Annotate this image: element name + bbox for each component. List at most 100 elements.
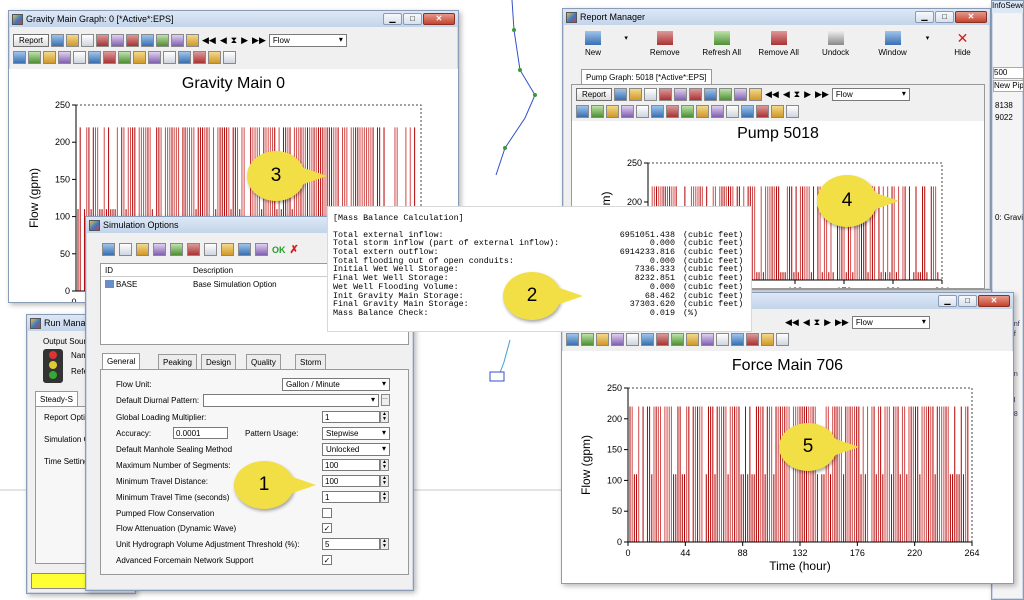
window-button[interactable]: Window xyxy=(865,31,920,57)
area-chart-icon[interactable] xyxy=(591,105,604,118)
uh-threshold-input[interactable]: 5 xyxy=(322,538,380,550)
prev-icon[interactable]: ◀ xyxy=(782,89,790,99)
abc-icon[interactable] xyxy=(636,105,649,118)
report-button[interactable]: Report xyxy=(13,34,50,47)
zoom-icon[interactable] xyxy=(786,105,799,118)
loading-multiplier-spin[interactable]: ▲ ▼ xyxy=(380,411,389,423)
remove-all-button[interactable]: Remove All xyxy=(751,31,806,57)
table-icon[interactable] xyxy=(58,51,71,64)
close-button[interactable]: ✕ xyxy=(978,295,1010,307)
pencil-icon[interactable] xyxy=(187,243,200,256)
options-icon[interactable] xyxy=(111,34,125,47)
browser-item-0[interactable]: 500 xyxy=(993,67,1023,79)
sealing-method-select[interactable]: Unlocked xyxy=(322,443,390,456)
close-button[interactable]: ✕ xyxy=(955,11,987,23)
pumped-flow-checkbox[interactable] xyxy=(322,508,332,518)
copy-icon[interactable] xyxy=(51,34,65,47)
tab-storm[interactable]: Storm xyxy=(295,354,327,369)
grid-icon[interactable] xyxy=(171,34,185,47)
zoom-box-icon[interactable] xyxy=(731,333,744,346)
abc-icon[interactable] xyxy=(73,51,86,64)
help-icon[interactable] xyxy=(771,105,784,118)
graph-icon[interactable] xyxy=(141,34,155,47)
table-icon[interactable] xyxy=(611,333,624,346)
browse-button[interactable]: … xyxy=(381,394,390,406)
print-icon[interactable] xyxy=(644,88,658,101)
print-icon[interactable] xyxy=(81,34,95,47)
stack-icon[interactable] xyxy=(716,333,729,346)
eraser-icon[interactable] xyxy=(221,243,234,256)
next-icon[interactable]: ▶ xyxy=(824,317,832,327)
line-chart-icon[interactable] xyxy=(43,51,56,64)
field-select[interactable]: Flow xyxy=(831,88,910,101)
3d-icon[interactable] xyxy=(193,51,206,64)
cancel-x-icon[interactable]: ✗ xyxy=(289,244,299,256)
browser-item-1[interactable]: New Pipe xyxy=(993,80,1023,92)
area-chart-icon[interactable] xyxy=(28,51,41,64)
axis-icon[interactable] xyxy=(711,105,724,118)
hourglass-icon[interactable]: ⧗ xyxy=(813,317,821,327)
hourglass-icon[interactable]: ⧗ xyxy=(230,35,238,45)
duplicate-icon[interactable] xyxy=(204,243,217,256)
points-icon[interactable] xyxy=(103,51,116,64)
next-icon[interactable]: ▶ xyxy=(804,89,812,99)
first-icon[interactable]: ◀◀ xyxy=(785,317,799,327)
marker-icon[interactable] xyxy=(686,333,699,346)
minimize-button[interactable]: ▁ xyxy=(383,13,402,25)
zoom-box-icon[interactable] xyxy=(741,105,754,118)
axis-icon[interactable] xyxy=(148,51,161,64)
min-travel-distance-spin[interactable]: ▲ ▼ xyxy=(380,475,389,487)
paste-icon[interactable] xyxy=(66,34,80,47)
max-segments-spin[interactable]: ▲ ▼ xyxy=(380,459,389,471)
pattern-usage-select[interactable]: Stepwise xyxy=(322,427,390,440)
3d-icon[interactable] xyxy=(746,333,759,346)
copy-icon[interactable] xyxy=(119,243,132,256)
new-dropdown[interactable]: ▾ xyxy=(624,35,628,42)
remove-button[interactable]: Remove xyxy=(637,31,692,57)
accuracy-input[interactable]: 0.0001 xyxy=(173,427,228,439)
maximize-button[interactable]: □ xyxy=(958,295,977,307)
marker-icon[interactable] xyxy=(133,51,146,64)
chart-icon[interactable] xyxy=(689,88,703,101)
last-icon[interactable]: ▶▶ xyxy=(252,35,266,45)
maximize-button[interactable]: □ xyxy=(935,11,954,23)
refresh-all-button[interactable]: Refresh All xyxy=(694,31,749,57)
zoom-icon[interactable] xyxy=(223,51,236,64)
help-icon[interactable] xyxy=(761,333,774,346)
report-button[interactable]: Report xyxy=(576,88,613,101)
minimize-button[interactable]: ▁ xyxy=(915,11,934,23)
area-chart-icon[interactable] xyxy=(581,333,594,346)
axis-icon[interactable] xyxy=(701,333,714,346)
prev-icon[interactable]: ◀ xyxy=(802,317,810,327)
min-travel-time-input[interactable]: 1 xyxy=(322,491,380,503)
paste-icon[interactable] xyxy=(629,88,643,101)
copy-icon[interactable] xyxy=(614,88,628,101)
stack-icon[interactable] xyxy=(726,105,739,118)
trend-icon[interactable] xyxy=(681,105,694,118)
legend-icon[interactable] xyxy=(749,88,763,101)
line-chart-icon[interactable] xyxy=(606,105,619,118)
grid-icon[interactable] xyxy=(734,88,748,101)
trend-icon[interactable] xyxy=(118,51,131,64)
tab-general[interactable]: General xyxy=(102,353,141,369)
first-icon[interactable]: ◀◀ xyxy=(765,89,779,99)
maximize-button[interactable]: □ xyxy=(403,13,422,25)
grid-lines-icon[interactable] xyxy=(651,105,664,118)
field-select[interactable]: Flow xyxy=(268,34,347,47)
bar-chart-icon[interactable] xyxy=(13,51,26,64)
bar-chart-icon[interactable] xyxy=(566,333,579,346)
tab-steady-state[interactable]: Steady-S xyxy=(35,391,78,406)
line-chart-icon[interactable] xyxy=(596,333,609,346)
last-icon[interactable]: ▶▶ xyxy=(815,89,829,99)
next-icon[interactable]: ▶ xyxy=(241,35,249,45)
points-icon[interactable] xyxy=(666,105,679,118)
last-icon[interactable]: ▶▶ xyxy=(835,317,849,327)
3d-icon[interactable] xyxy=(756,105,769,118)
bar-chart-icon[interactable] xyxy=(576,105,589,118)
scale-icon[interactable] xyxy=(719,88,733,101)
tab-quality[interactable]: Quality xyxy=(246,354,281,369)
grid-lines-icon[interactable] xyxy=(88,51,101,64)
prev-icon[interactable]: ◀ xyxy=(219,35,227,45)
help-icon[interactable] xyxy=(208,51,221,64)
hourglass-icon[interactable]: ⧗ xyxy=(793,89,801,99)
